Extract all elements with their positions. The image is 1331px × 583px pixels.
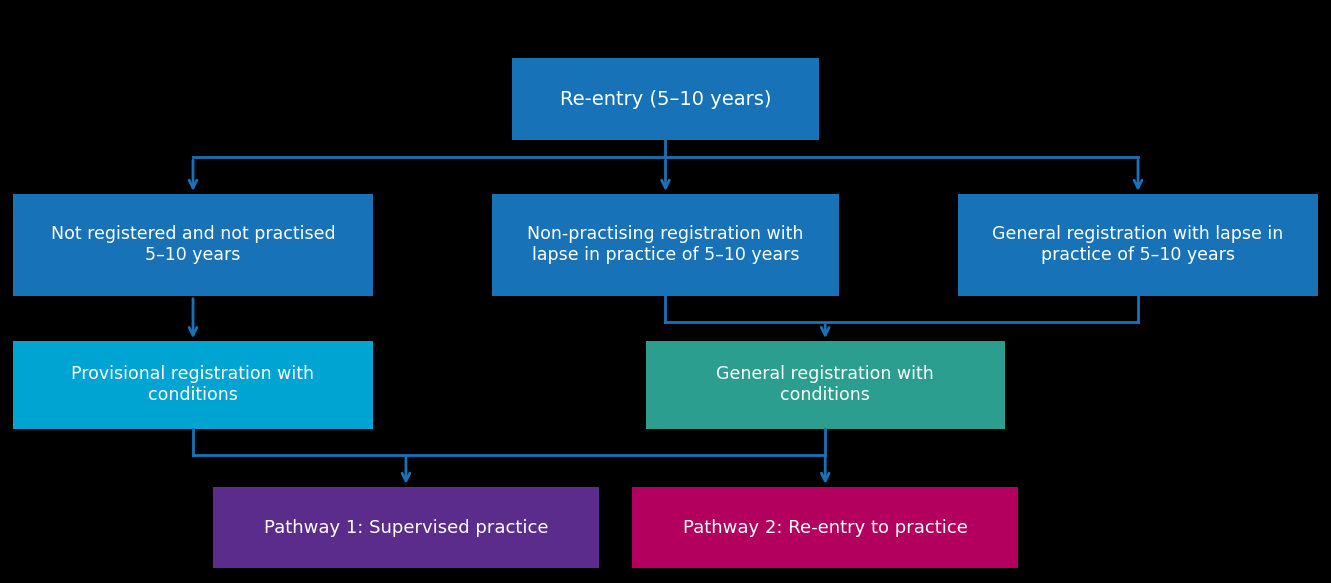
Text: Pathway 1: Supervised practice: Pathway 1: Supervised practice — [264, 519, 548, 536]
FancyBboxPatch shape — [13, 194, 373, 296]
FancyBboxPatch shape — [13, 341, 373, 429]
FancyBboxPatch shape — [492, 194, 839, 296]
Text: Pathway 2: Re-entry to practice: Pathway 2: Re-entry to practice — [683, 519, 968, 536]
FancyBboxPatch shape — [213, 487, 599, 568]
Text: Non-practising registration with
lapse in practice of 5–10 years: Non-practising registration with lapse i… — [527, 226, 804, 264]
FancyBboxPatch shape — [646, 341, 1005, 429]
Text: General registration with
conditions: General registration with conditions — [716, 366, 934, 404]
Text: Provisional registration with
conditions: Provisional registration with conditions — [72, 366, 314, 404]
Text: General registration with lapse in
practice of 5–10 years: General registration with lapse in pract… — [993, 226, 1283, 264]
Text: Re-entry (5–10 years): Re-entry (5–10 years) — [560, 90, 771, 108]
Text: Not registered and not practised
5–10 years: Not registered and not practised 5–10 ye… — [51, 226, 335, 264]
FancyBboxPatch shape — [632, 487, 1018, 568]
FancyBboxPatch shape — [958, 194, 1318, 296]
FancyBboxPatch shape — [512, 58, 819, 140]
